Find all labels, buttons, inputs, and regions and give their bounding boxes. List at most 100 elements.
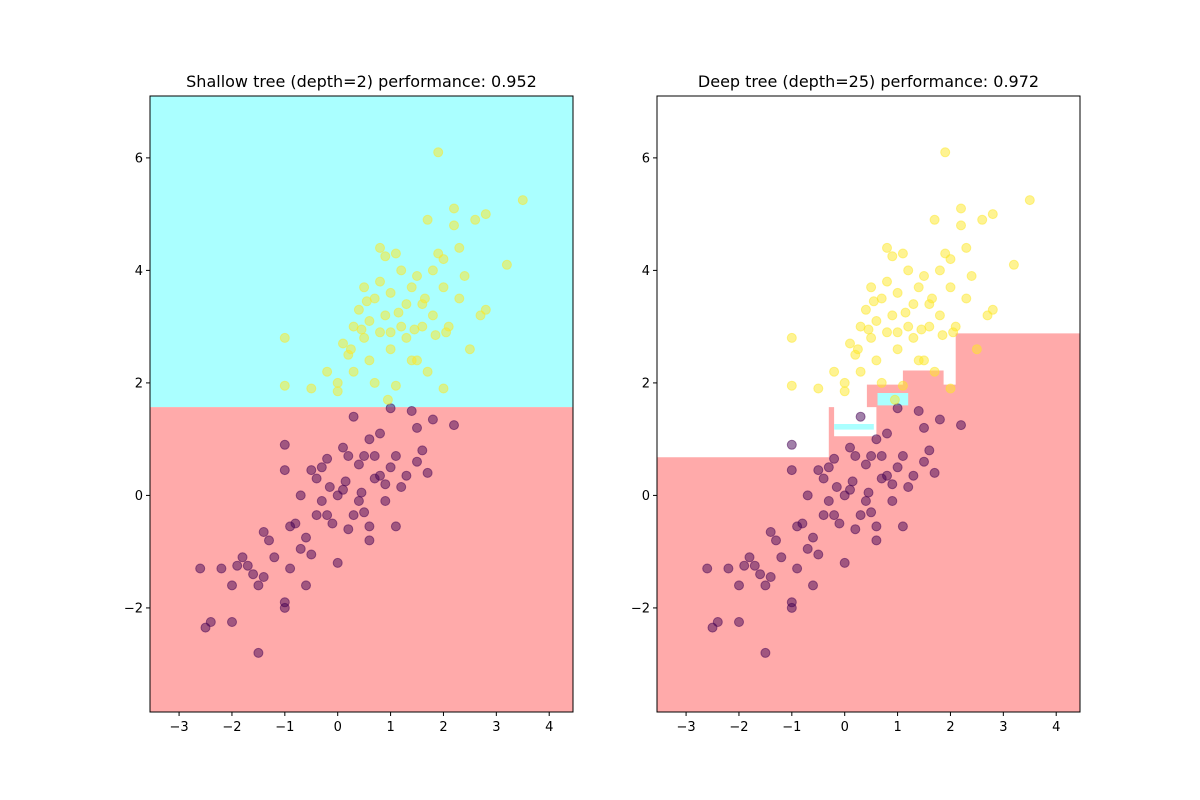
left-xtick-label-5: 2 <box>439 720 447 735</box>
right-point-yellow-50 <box>961 242 972 253</box>
right-ytick-label-1: 0 <box>642 489 650 504</box>
right-point-purple-26 <box>808 580 818 591</box>
right-point-yellow-25 <box>897 248 908 259</box>
left-point-purple-26 <box>301 580 311 591</box>
left-point-purple-3 <box>216 563 227 574</box>
right-point-purple-61 <box>908 470 919 481</box>
left-point-purple-68 <box>449 420 459 431</box>
left-point-purple-13 <box>258 527 269 537</box>
right-point-purple-2 <box>712 617 723 627</box>
left-chart-title: Shallow tree (depth=2) performance: 0.95… <box>186 72 537 91</box>
right-point-purple-67 <box>934 414 945 425</box>
right-xtick-label-7: 4 <box>1052 720 1060 735</box>
right-point-yellow-67 <box>948 327 959 338</box>
right-point-purple-30 <box>818 473 829 484</box>
right-y-axis: −2 0 2 4 6 <box>631 151 657 616</box>
left-point-yellow-52 <box>464 344 475 355</box>
left-point-yellow-37 <box>422 366 433 377</box>
left-point-purple-46 <box>359 507 370 518</box>
right-point-purple-72 <box>831 482 842 492</box>
right-point-yellow-11 <box>866 332 877 343</box>
left-point-yellow-47 <box>449 220 459 231</box>
left-point-purple-7 <box>237 552 248 563</box>
right-point-purple-42 <box>855 411 866 422</box>
left-point-yellow-49 <box>454 293 465 304</box>
left-ytick-label-3: 4 <box>135 264 143 279</box>
left-point-purple-22 <box>290 518 301 529</box>
left-point-purple-25 <box>301 532 311 543</box>
right-point-yellow-16 <box>876 377 887 388</box>
left-x-axis: −3 −2 −1 0 1 2 3 4 <box>169 712 553 735</box>
left-point-yellow-20 <box>380 310 391 321</box>
right-point-yellow-4 <box>839 377 850 388</box>
left-point-purple-31 <box>316 496 327 506</box>
left-point-yellow-55 <box>480 209 491 220</box>
right-point-purple-33 <box>829 510 840 521</box>
left-scatter-points <box>195 147 528 658</box>
left-point-purple-59 <box>390 521 401 532</box>
left-xtick-label-3: 0 <box>334 720 342 735</box>
left-point-purple-19 <box>279 439 290 450</box>
left-point-purple-53 <box>375 470 385 481</box>
left-point-yellow-34 <box>412 271 422 281</box>
right-point-purple-22 <box>797 518 808 529</box>
right-xtick-label-0: −3 <box>676 720 695 735</box>
right-x-axis: −3 −2 −1 0 1 2 3 4 <box>676 712 1060 735</box>
left-point-yellow-42 <box>433 147 444 158</box>
right-point-yellow-0 <box>786 332 797 343</box>
right-point-yellow-6 <box>845 338 855 349</box>
left-xtick-label-1: −2 <box>222 720 241 735</box>
left-point-yellow-67 <box>441 327 452 338</box>
left-point-yellow-66 <box>361 296 372 307</box>
right-point-yellow-18 <box>882 276 892 287</box>
right-xtick-label-5: 2 <box>946 720 954 735</box>
left-point-yellow-11 <box>359 332 370 343</box>
left-point-yellow-1 <box>279 380 290 391</box>
left-point-purple-24 <box>295 490 306 501</box>
left-point-yellow-59 <box>430 330 441 341</box>
right-ytick-label-2: 2 <box>642 376 650 391</box>
right-point-yellow-38 <box>929 214 940 225</box>
right-point-yellow-53 <box>977 214 988 225</box>
left-point-purple-50 <box>369 451 380 461</box>
left-point-purple-8 <box>242 560 253 571</box>
left-point-purple-72 <box>324 482 335 492</box>
right-point-purple-7 <box>744 552 755 563</box>
right-point-yellow-33 <box>919 355 929 366</box>
left-region-yellow-0 <box>150 96 573 408</box>
right-point-yellow-2 <box>813 383 824 394</box>
left-point-purple-38 <box>338 484 348 495</box>
left-point-yellow-16 <box>369 377 380 388</box>
left-y-axis: −2 0 2 4 6 <box>124 151 150 616</box>
left-point-purple-52 <box>375 428 385 439</box>
right-decision-regions <box>657 333 1080 712</box>
right-point-yellow-66 <box>868 296 879 307</box>
right-point-yellow-23 <box>892 287 903 298</box>
right-axes-frame <box>656 95 1081 713</box>
left-ytick-label-1: 0 <box>135 489 143 504</box>
left-point-yellow-0 <box>279 332 290 343</box>
right-point-purple-47 <box>871 434 882 445</box>
right-point-purple-8 <box>749 560 760 571</box>
right-point-yellow-45 <box>945 254 956 265</box>
left-point-yellow-39 <box>427 310 438 321</box>
right-point-purple-5 <box>734 617 744 627</box>
right-ytick-label-4: 6 <box>642 151 650 166</box>
right-point-purple-4 <box>734 580 744 591</box>
left-xtick-label-6: 3 <box>492 720 500 735</box>
right-point-yellow-62 <box>900 307 911 318</box>
left-point-purple-71 <box>356 487 367 498</box>
right-point-yellow-3 <box>829 366 840 377</box>
right-point-yellow-28 <box>903 265 914 276</box>
right-point-purple-64 <box>919 422 929 433</box>
right-point-yellow-39 <box>934 310 945 321</box>
right-point-purple-18 <box>786 465 797 476</box>
right-point-purple-59 <box>897 521 908 532</box>
left-point-yellow-63 <box>409 324 420 335</box>
right-point-yellow-12 <box>866 282 877 293</box>
right-point-purple-57 <box>892 462 903 473</box>
left-point-yellow-12 <box>359 282 370 293</box>
left-xtick-label-4: 1 <box>386 720 394 735</box>
left-point-purple-61 <box>401 470 412 481</box>
right-point-purple-69 <box>823 462 834 473</box>
